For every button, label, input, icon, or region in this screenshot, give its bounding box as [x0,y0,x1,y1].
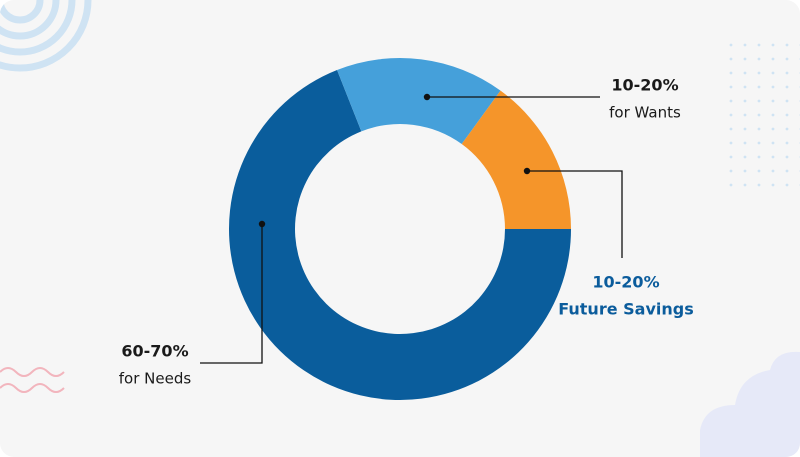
slice [461,90,571,229]
leader-line [200,224,263,364]
slice-value-label: 10-20% [592,273,659,292]
annotations: 60-70% for Needs 10-20% for Wants 10-20%… [119,76,694,388]
slice-value-label: 10-20% [611,76,678,95]
leader-dot [258,220,266,228]
leader-dot [423,93,431,101]
slice [228,70,571,400]
slice-label: for Wants [609,104,681,122]
leader-dot [523,167,531,175]
slice-label: for Needs [119,370,192,388]
slice-label: Future Savings [558,300,693,319]
leader-line [527,170,623,258]
slice [337,57,501,145]
slice-value-label: 60-70% [121,342,188,361]
donut [228,57,571,400]
